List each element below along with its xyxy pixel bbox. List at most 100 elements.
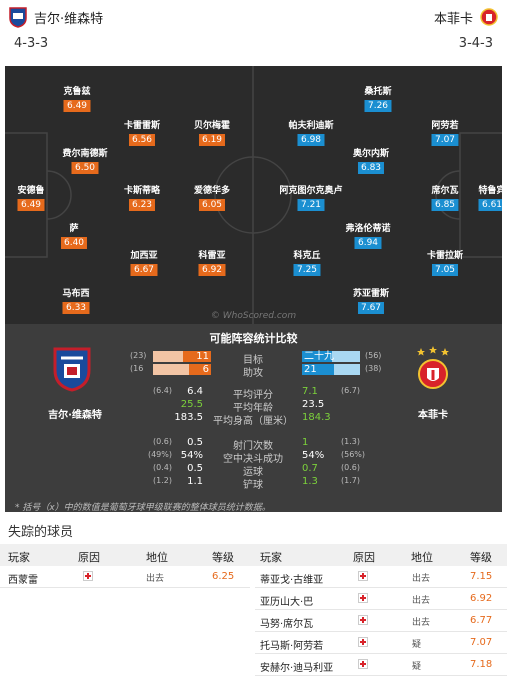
home-player[interactable]: 卡雷雷斯 6.56	[124, 120, 160, 146]
away-season-value: (6.7)	[341, 386, 360, 395]
home-player[interactable]: 科雷亚 6.92	[198, 250, 226, 276]
player-rating: 7.25	[293, 264, 321, 276]
away-season-value: (1.3)	[341, 437, 360, 446]
player-rating: 7.05	[431, 264, 459, 276]
player-rating: 6.67	[130, 264, 158, 276]
missing-player-name[interactable]: 托马斯·阿劳若	[260, 641, 324, 652]
stat-row-bar: (16 6 助攻 21 (38)	[5, 364, 502, 379]
header-reason: 原因	[78, 551, 100, 564]
away-stat-bar: 二十九	[302, 351, 360, 362]
home-player[interactable]: 贝尔梅霍 6.19	[194, 120, 230, 146]
player-name[interactable]: 萨	[69, 224, 79, 234]
header-rating: 等级	[212, 551, 234, 564]
stat-label: 平均评分	[233, 390, 273, 401]
missing-player-name[interactable]: 西蒙雷	[8, 575, 38, 586]
player-name[interactable]: 费尔南德斯	[62, 149, 108, 159]
player-rating: 6.49	[63, 100, 91, 112]
missing-player-row[interactable]: 亚历山大·巴 出去 6.92	[255, 588, 507, 610]
missing-player-row[interactable]: 马努·席尔瓦 出去 6.77	[255, 610, 507, 632]
home-player[interactable]: 爱德华多 6.05	[194, 185, 230, 211]
home-player[interactable]: 安德鲁 6.49	[17, 185, 45, 211]
player-name[interactable]: 弗洛伦蒂诺	[345, 224, 391, 234]
player-name[interactable]: 桑托斯	[364, 87, 392, 97]
home-team-name[interactable]: 吉尔·维森特	[34, 11, 104, 27]
player-name[interactable]: 加西亚	[130, 251, 158, 261]
player-name[interactable]: 科雷亚	[198, 251, 226, 261]
player-rating: 7.26	[364, 100, 392, 112]
home-player[interactable]: 马布西 6.33	[62, 288, 90, 314]
away-stat-value: 二十九	[304, 351, 334, 362]
player-name[interactable]: 卡雷雷斯	[123, 121, 161, 131]
player-name[interactable]: 帕夫利迪斯	[288, 121, 334, 131]
player-name[interactable]: 阿劳若	[431, 121, 459, 131]
home-bar-fill	[183, 351, 211, 362]
missing-player-name[interactable]: 蒂亚戈·古维亚	[260, 575, 324, 586]
home-player[interactable]: 萨 6.40	[60, 223, 88, 249]
home-player[interactable]: 卡斯蒂略 6.23	[124, 185, 160, 211]
player-name[interactable]: 卡雷拉斯	[426, 251, 464, 261]
missing-player-rating: 6.77	[470, 615, 493, 626]
home-season-value: (6.4)	[153, 386, 172, 395]
away-player[interactable]: 弗洛伦蒂诺 6.94	[345, 223, 391, 249]
away-team-header[interactable]: 本菲卡	[434, 6, 499, 28]
home-stat-value: 183.5	[174, 412, 203, 423]
home-stat-value: 54%	[180, 450, 203, 461]
player-name[interactable]: 克鲁兹	[63, 87, 91, 97]
home-team-header[interactable]: 吉尔·维森特	[8, 6, 103, 28]
player-name[interactable]: 卡斯蒂略	[123, 186, 161, 196]
away-player[interactable]: 苏亚雷斯 7.67	[353, 288, 389, 314]
stat-row: (6.4) 6.4 平均评分 7.1 (6.7)	[5, 386, 502, 401]
away-stat-value: 23.5	[302, 399, 325, 410]
missing-player-rating: 7.18	[470, 659, 493, 670]
missing-player-status: 出去	[146, 574, 165, 584]
away-player[interactable]: 特鲁宾 6.61	[478, 185, 502, 211]
missing-player-row[interactable]: 安赫尔·迪马利亚 疑 7.18	[255, 654, 507, 676]
player-rating: 6.94	[354, 237, 382, 249]
player-name[interactable]: 奥尔内斯	[352, 149, 390, 159]
home-stat-value: 0.5	[187, 463, 203, 474]
away-stat-bar: 21	[302, 364, 360, 375]
injury-icon	[83, 571, 93, 581]
injury-icon	[358, 615, 368, 625]
away-player[interactable]: 帕夫利迪斯 6.98	[288, 120, 334, 146]
missing-player-name[interactable]: 马努·席尔瓦	[260, 619, 314, 630]
benfica-crest-icon	[417, 346, 449, 389]
home-player[interactable]: 克鲁兹 6.49	[63, 86, 91, 112]
stat-label: 平均年龄	[233, 403, 273, 414]
player-rating: 6.56	[128, 134, 156, 146]
compare-home-team[interactable]: 吉尔·维森特	[48, 410, 102, 421]
player-name[interactable]: 爱德华多	[193, 186, 231, 196]
away-team-name[interactable]: 本菲卡	[433, 11, 473, 27]
player-name[interactable]: 科克丘	[293, 251, 321, 261]
away-player[interactable]: 桑托斯 7.26	[364, 86, 392, 112]
missing-player-status: 疑	[412, 662, 422, 672]
away-player[interactable]: 阿劳若 7.07	[431, 120, 459, 146]
player-name[interactable]: 苏亚雷斯	[352, 289, 390, 299]
away-player[interactable]: 奥尔内斯 6.83	[353, 148, 389, 174]
missing-player-rating: 7.07	[470, 637, 493, 648]
home-player[interactable]: 费尔南德斯 6.50	[62, 148, 108, 174]
missing-player-row[interactable]: 西蒙雷 出去 6.25	[0, 566, 250, 588]
player-rating: 6.61	[478, 199, 502, 211]
missing-player-row[interactable]: 蒂亚戈·古维亚 出去 7.15	[255, 566, 507, 588]
missing-player-row[interactable]: 托马斯·阿劳若 疑 7.07	[255, 632, 507, 654]
away-player[interactable]: 科克丘 7.25	[293, 250, 321, 276]
player-name[interactable]: 贝尔梅霍	[193, 121, 231, 131]
away-player[interactable]: 席尔瓦 6.85	[431, 185, 459, 211]
missing-player-name[interactable]: 安赫尔·迪马利亚	[260, 663, 334, 674]
missing-players-title: 失踪的球员	[8, 525, 74, 540]
home-player[interactable]: 加西亚 6.67	[130, 250, 158, 276]
missing-player-name[interactable]: 亚历山大·巴	[260, 597, 314, 608]
stat-row: (49%) 54% 空中决斗成功 54% (56%)	[5, 450, 502, 465]
missing-player-status: 疑	[412, 640, 422, 650]
player-name[interactable]: 阿克图尔克奥卢	[279, 186, 343, 196]
player-name[interactable]: 特鲁宾	[478, 186, 502, 196]
away-player[interactable]: 阿克图尔克奥卢 7.21	[279, 185, 343, 211]
away-player[interactable]: 卡雷拉斯 7.05	[427, 250, 463, 276]
compare-away-team[interactable]: 本菲卡	[418, 410, 448, 421]
player-name[interactable]: 席尔瓦	[431, 186, 459, 196]
player-name[interactable]: 安德鲁	[17, 186, 45, 196]
away-season-value: (38)	[365, 364, 382, 373]
player-name[interactable]: 马布西	[62, 289, 90, 299]
home-stat-value: 11	[196, 351, 209, 362]
